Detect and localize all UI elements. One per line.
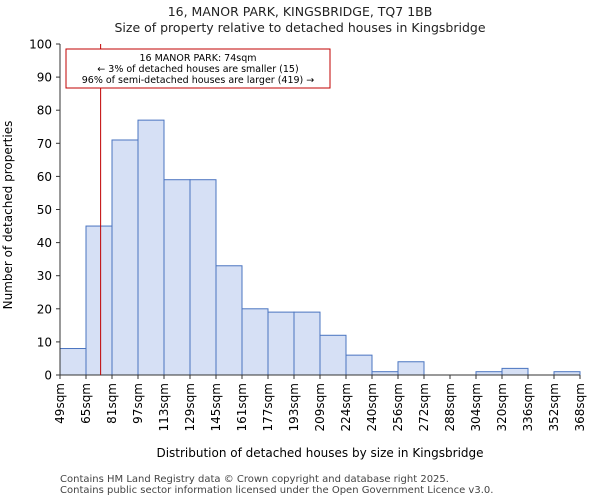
bar-97sqm <box>137 119 165 376</box>
x-tick-label: 97sqm <box>131 383 145 424</box>
x-tick-label: 224sqm <box>339 383 353 431</box>
x-tick-label: 49sqm <box>53 383 67 424</box>
x-tick-label: 368sqm <box>573 383 587 431</box>
x-tick-label: 288sqm <box>443 383 457 431</box>
bar-145sqm <box>215 265 243 376</box>
bar-177sqm <box>267 311 295 376</box>
annotation-line-3: 96% of semi-detached houses are larger (… <box>82 75 315 86</box>
bar-113sqm <box>163 179 191 376</box>
footer-line-1: Contains HM Land Registry data © Crown c… <box>60 474 449 485</box>
y-axis-label: Number of detached properties <box>1 121 15 310</box>
x-tick-label: 113sqm <box>157 383 171 431</box>
bar-49sqm <box>59 348 87 376</box>
annotation-border <box>65 48 331 89</box>
footer-line-2: Contains public sector information licen… <box>60 485 494 496</box>
bar-129sqm <box>189 179 217 376</box>
x-tick-label: 304sqm <box>469 383 483 431</box>
y-tick-label: 30 <box>37 269 52 283</box>
y-tick-label: 50 <box>37 203 52 217</box>
y-tick-label: 80 <box>37 104 52 118</box>
y-tick-label: 70 <box>37 137 52 151</box>
bar-256sqm <box>397 361 425 376</box>
y-tick-label: 20 <box>37 302 52 316</box>
y-tick-label: 90 <box>37 71 52 85</box>
bars-group <box>59 119 581 376</box>
x-axis: 49sqm 65sqm 81sqm 97sqm 113sqm 129sqm 145sqm 16… <box>53 374 587 431</box>
x-tick-label: 272sqm <box>417 383 431 431</box>
x-tick-label: 209sqm <box>313 383 327 431</box>
y-axis: 0 10 20 30 40 50 60 70 80 90 100 <box>29 38 61 383</box>
x-tick-label: 65sqm <box>79 383 93 424</box>
x-tick-label: 352sqm <box>547 383 561 431</box>
bar-161sqm <box>241 308 269 376</box>
x-tick-label: 240sqm <box>365 383 379 431</box>
bar-320sqm <box>501 367 529 376</box>
x-tick-label: 81sqm <box>105 383 119 424</box>
bar-65sqm <box>85 225 113 376</box>
x-tick-label: 177sqm <box>261 383 275 431</box>
bar-81sqm <box>111 139 139 376</box>
annotation-line-2: ← 3% of detached houses are smaller (15) <box>97 64 298 75</box>
y-tick-label: 10 <box>37 335 52 349</box>
bar-193sqm <box>293 311 321 376</box>
chart-title: 16, MANOR PARK, KINGSBRIDGE, TQ7 1BB <box>167 4 433 19</box>
chart-subtitle: Size of property relative to detached ho… <box>114 20 486 35</box>
annotation-box: 16 MANOR PARK: 74sqm ← 3% of detached ho… <box>65 48 331 89</box>
y-tick-label: 40 <box>37 236 52 250</box>
x-tick-label: 320sqm <box>495 383 509 431</box>
x-tick-label: 193sqm <box>287 383 301 431</box>
y-tick-label: 0 <box>44 369 52 383</box>
x-tick-label: 336sqm <box>521 383 535 431</box>
bar-224sqm <box>345 354 373 376</box>
x-tick-label: 256sqm <box>391 383 405 431</box>
x-tick-label: 145sqm <box>209 383 223 431</box>
y-tick-label: 60 <box>37 170 52 184</box>
annotation-line-1: 16 MANOR PARK: 74sqm <box>139 53 256 64</box>
y-tick-label: 100 <box>29 38 52 52</box>
x-axis-label: Distribution of detached houses by size … <box>156 446 483 460</box>
x-tick-label: 129sqm <box>183 383 197 431</box>
bar-209sqm <box>319 334 347 376</box>
x-tick-label: 161sqm <box>235 383 249 431</box>
